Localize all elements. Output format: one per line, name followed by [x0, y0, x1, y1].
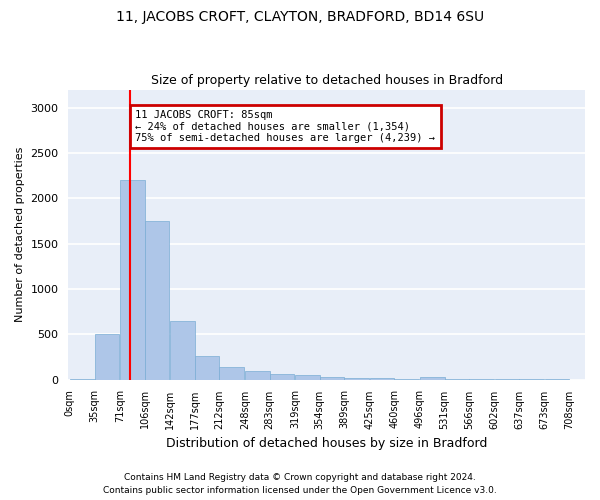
- Text: 11, JACOBS CROFT, CLAYTON, BRADFORD, BD14 6SU: 11, JACOBS CROFT, CLAYTON, BRADFORD, BD1…: [116, 10, 484, 24]
- Bar: [269, 374, 294, 380]
- Bar: [170, 320, 195, 380]
- Bar: [344, 378, 369, 380]
- Bar: [220, 367, 244, 380]
- Bar: [95, 334, 119, 380]
- Title: Size of property relative to detached houses in Bradford: Size of property relative to detached ho…: [151, 74, 503, 87]
- Bar: [420, 377, 445, 380]
- Bar: [394, 379, 419, 380]
- Bar: [120, 180, 145, 380]
- Bar: [245, 372, 269, 380]
- Bar: [295, 376, 320, 380]
- Bar: [145, 221, 169, 380]
- Bar: [195, 356, 220, 380]
- Bar: [370, 378, 394, 380]
- Bar: [320, 377, 344, 380]
- Text: 11 JACOBS CROFT: 85sqm
← 24% of detached houses are smaller (1,354)
75% of semi-: 11 JACOBS CROFT: 85sqm ← 24% of detached…: [136, 110, 436, 143]
- Text: Contains HM Land Registry data © Crown copyright and database right 2024.
Contai: Contains HM Land Registry data © Crown c…: [103, 474, 497, 495]
- Y-axis label: Number of detached properties: Number of detached properties: [15, 147, 25, 322]
- X-axis label: Distribution of detached houses by size in Bradford: Distribution of detached houses by size …: [166, 437, 487, 450]
